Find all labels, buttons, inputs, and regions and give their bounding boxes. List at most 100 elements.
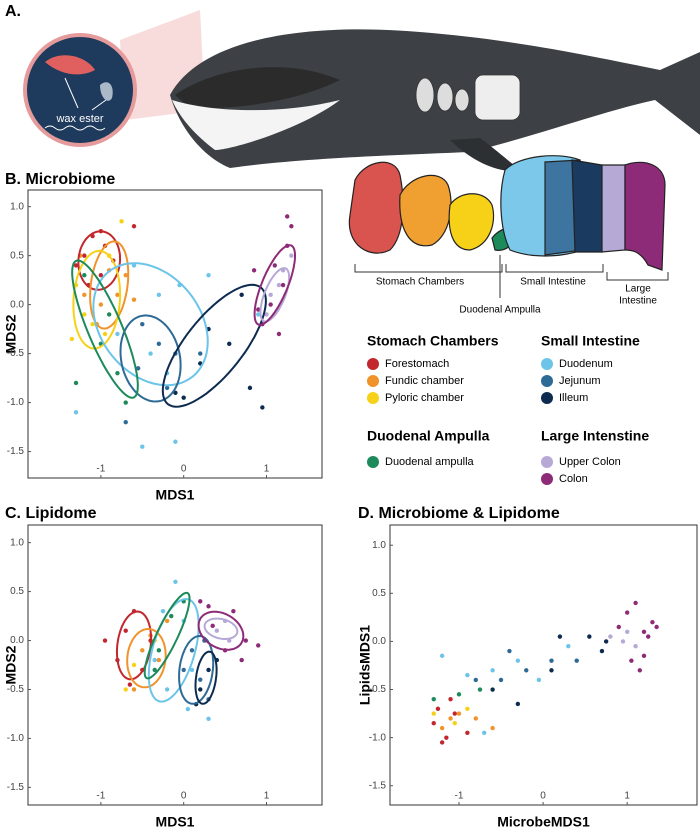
point bbox=[181, 395, 186, 400]
point bbox=[633, 600, 638, 606]
flipper bbox=[450, 138, 520, 171]
ellipse bbox=[126, 628, 167, 689]
point bbox=[574, 658, 579, 663]
y-tick-label: -1.0 bbox=[7, 397, 25, 408]
x-tick-label: 0 bbox=[540, 791, 546, 802]
point bbox=[185, 706, 191, 712]
anatomy-label: Large bbox=[625, 284, 651, 295]
point bbox=[515, 701, 521, 707]
point bbox=[102, 638, 108, 643]
legend-swatch bbox=[541, 473, 553, 485]
x-tick-label: 0 bbox=[181, 464, 187, 475]
y-tick-label: -1.5 bbox=[369, 780, 387, 791]
point bbox=[152, 667, 157, 673]
ellipse bbox=[143, 591, 191, 680]
point bbox=[239, 657, 244, 663]
anatomy-label: Intestine bbox=[619, 296, 657, 307]
point bbox=[123, 273, 128, 278]
point bbox=[247, 385, 253, 391]
legend-label: Duodenal ampulla bbox=[385, 456, 475, 468]
legend-label: Fundic chamber bbox=[385, 375, 464, 387]
point bbox=[90, 322, 95, 327]
point bbox=[123, 400, 128, 405]
ellipse bbox=[115, 610, 153, 681]
point bbox=[439, 653, 445, 659]
point bbox=[603, 639, 609, 644]
point bbox=[444, 735, 449, 740]
x-tick-label: 1 bbox=[624, 791, 630, 802]
chart-title: B. Microbiome bbox=[5, 171, 115, 188]
point bbox=[106, 312, 112, 317]
point bbox=[69, 336, 75, 342]
colon-shape bbox=[624, 161, 666, 271]
point bbox=[140, 322, 145, 327]
illeum-shape bbox=[571, 159, 603, 253]
y-tick-label: 0.5 bbox=[372, 588, 386, 599]
point bbox=[131, 687, 137, 692]
point bbox=[156, 657, 162, 663]
point bbox=[210, 623, 215, 629]
point bbox=[477, 687, 483, 692]
y-tick-label: -1.0 bbox=[369, 732, 387, 743]
point bbox=[127, 682, 133, 687]
legend-label: Forestomach bbox=[385, 358, 449, 370]
point bbox=[490, 725, 495, 731]
point bbox=[123, 687, 128, 692]
x-axis-label: MicrobeMDS1 bbox=[497, 814, 590, 830]
point bbox=[629, 658, 634, 663]
point bbox=[620, 639, 626, 644]
point bbox=[264, 312, 269, 317]
krill bbox=[100, 82, 113, 101]
y-tick-label: 1.0 bbox=[10, 537, 24, 548]
legend-swatch bbox=[541, 392, 553, 404]
point bbox=[268, 302, 273, 307]
ellipse bbox=[253, 244, 296, 326]
x-axis-label: MDS1 bbox=[156, 487, 195, 503]
point bbox=[473, 677, 478, 683]
point bbox=[102, 331, 108, 337]
point bbox=[82, 312, 87, 317]
point bbox=[608, 634, 613, 639]
point bbox=[119, 219, 124, 224]
point bbox=[198, 351, 203, 356]
point bbox=[173, 439, 178, 444]
point bbox=[256, 643, 261, 648]
copepod bbox=[45, 55, 95, 75]
point bbox=[465, 672, 470, 678]
point bbox=[256, 312, 261, 317]
upper-colon-shape bbox=[601, 164, 626, 253]
point bbox=[431, 711, 436, 716]
ellipse bbox=[72, 249, 122, 350]
legend-swatch bbox=[541, 358, 553, 370]
organ-sketch bbox=[415, 74, 521, 121]
panel-label: A. bbox=[5, 3, 21, 20]
point bbox=[131, 297, 137, 302]
point bbox=[164, 687, 170, 692]
point bbox=[507, 648, 512, 654]
y-tick-label: -1.5 bbox=[7, 446, 25, 457]
point bbox=[490, 687, 495, 692]
point bbox=[123, 628, 128, 633]
point bbox=[169, 613, 174, 619]
point bbox=[289, 253, 294, 258]
point bbox=[268, 292, 273, 298]
ellipse bbox=[92, 262, 209, 387]
anatomy-label: Duodenal Ampulla bbox=[459, 305, 541, 316]
point bbox=[465, 730, 470, 736]
y-tick-label: 0.0 bbox=[10, 299, 24, 310]
point bbox=[135, 366, 141, 371]
point bbox=[641, 653, 647, 659]
point bbox=[587, 634, 592, 639]
point bbox=[131, 263, 137, 268]
jaw-patch bbox=[172, 100, 340, 150]
point bbox=[633, 644, 638, 649]
y-tick-label: -1.5 bbox=[7, 782, 25, 793]
point bbox=[624, 610, 630, 615]
point bbox=[285, 214, 290, 219]
x-tick-label: -1 bbox=[455, 791, 464, 802]
plot-frame bbox=[27, 524, 323, 806]
inset-label: wax ester bbox=[55, 113, 103, 125]
x-tick-label: 0 bbox=[181, 791, 187, 802]
gut-diagram bbox=[348, 155, 669, 298]
point bbox=[73, 380, 79, 386]
